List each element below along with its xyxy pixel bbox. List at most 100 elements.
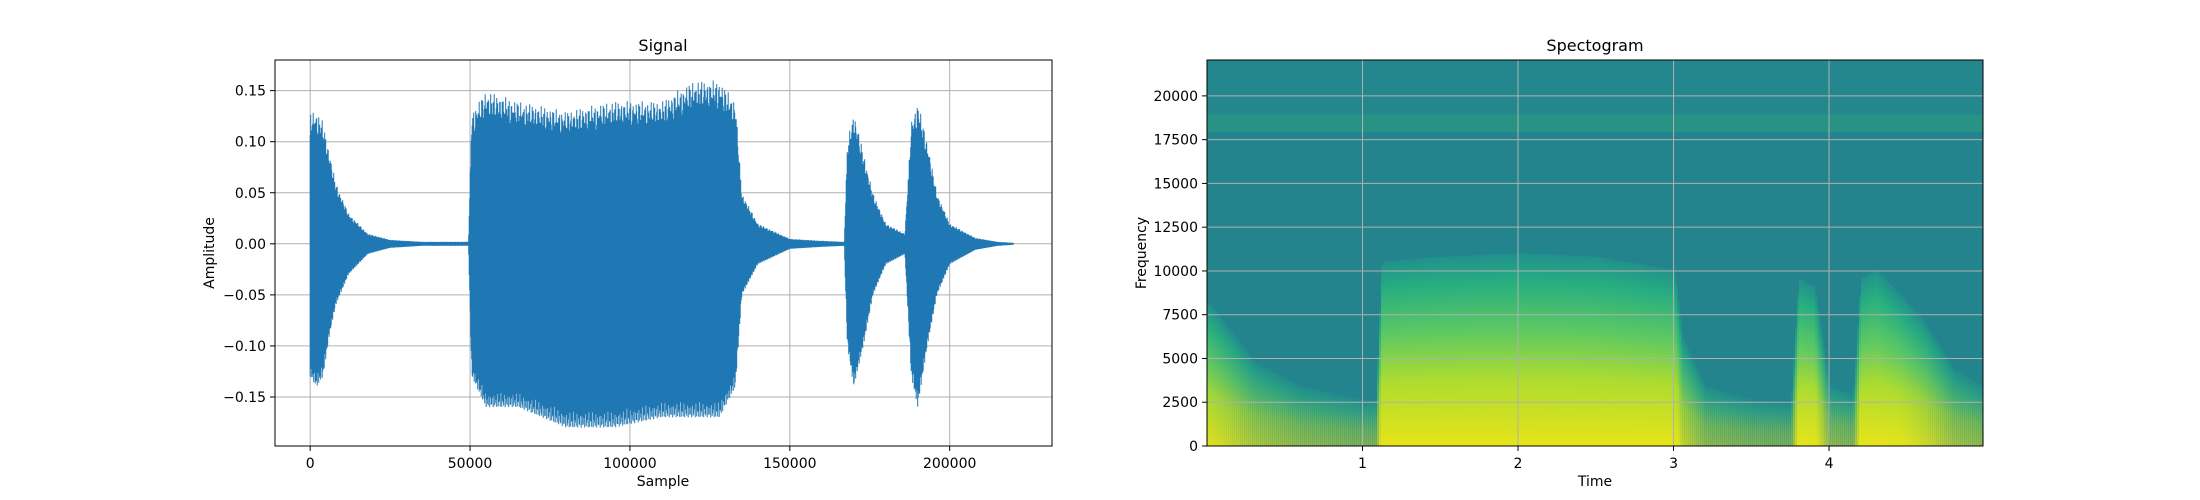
spectrogram-ytick-label: 5000 [1162, 351, 1198, 367]
spectrogram-column [1783, 402, 1786, 446]
spectrogram-column [1819, 322, 1822, 446]
spectrogram-column [1583, 256, 1586, 446]
spectrogram-column [1843, 391, 1846, 446]
spectrogram-column [1801, 280, 1804, 446]
spectrogram-column [1919, 316, 1922, 446]
spectrogram-column [1447, 256, 1450, 446]
spectrogram-column [1689, 353, 1692, 446]
spectrogram-upper-region [1207, 60, 1983, 115]
spectrogram-column [1505, 253, 1508, 446]
spectrogram-column [1891, 286, 1894, 446]
spectrogram-column [1259, 364, 1262, 446]
spectrogram-column [1269, 369, 1272, 446]
spectrogram-column [1791, 389, 1794, 446]
spectrogram-ytick-label: 0 [1189, 439, 1198, 455]
spectrogram-column [1339, 394, 1342, 446]
spectrogram-column [1409, 259, 1412, 446]
signal-ticks: 0 50000 100000 150000 200000 −0.15 −0.10 −0.05 0… [223, 84, 976, 472]
spectrogram-column [1297, 384, 1300, 446]
spectrogram-column [1541, 254, 1544, 446]
spectrogram-column [1831, 387, 1834, 446]
spectrogram-column [1863, 276, 1866, 446]
spectrogram-column [1829, 386, 1832, 446]
spectrogram-column [1281, 376, 1284, 446]
spectrogram-column [1675, 282, 1678, 446]
spectrogram-column [1967, 377, 1970, 446]
spectrogram-column [1607, 258, 1610, 446]
spectrogram-column [1691, 357, 1694, 446]
spectrogram-column [1641, 264, 1644, 446]
spectrogram-column [1551, 254, 1554, 446]
spectrogram-column [1381, 265, 1384, 446]
spectrogram-column [1253, 360, 1256, 446]
spectrogram-column [1421, 258, 1424, 446]
spectrogram-column [1595, 256, 1598, 446]
spectrogram-column [1741, 396, 1744, 446]
spectrogram-column [1243, 347, 1246, 446]
spectrogram-column [1825, 360, 1828, 446]
spectrogram-column [1881, 275, 1884, 446]
spectrogram-column [1309, 388, 1312, 446]
signal-trace [309, 80, 1014, 428]
spectrogram-column [1907, 303, 1910, 446]
spectrogram-column [1775, 401, 1778, 446]
spectrogram-column [1283, 377, 1286, 446]
spectrogram-column [1713, 388, 1716, 446]
spectrogram-column [1879, 273, 1882, 446]
spectrogram-xtick-label: 4 [1825, 456, 1834, 472]
spectrogram-column [1393, 260, 1396, 446]
spectrogram-column [1853, 385, 1856, 446]
spectrogram-column [1747, 398, 1750, 446]
spectrogram-column [1411, 259, 1414, 446]
spectrogram-column [1827, 373, 1830, 446]
spectrogram-column [1745, 397, 1748, 446]
spectrogram-column [1711, 388, 1714, 446]
spectrogram-column [1379, 309, 1382, 446]
spectrogram-column [1721, 391, 1724, 446]
signal-xtick-label: 200000 [923, 456, 976, 472]
spectrogram-ticks: 1 2 3 4 0 2500 5000 7500 10000 12500 15000 17500 200… [1153, 89, 1833, 472]
spectrogram-column [1619, 260, 1622, 446]
spectrogram-column [1385, 261, 1388, 446]
spectrogram-column [1403, 259, 1406, 446]
signal-chart: 0 50000 100000 150000 200000 −0.15 −0.10 −0.05 0… [202, 36, 1053, 490]
spectrogram-column [1639, 264, 1642, 446]
spectrogram-column [1483, 254, 1486, 446]
spectrogram-column [1857, 325, 1860, 446]
spectrogram-column [1289, 380, 1292, 446]
spectrogram-column [1677, 299, 1680, 446]
spectrogram-column [1427, 257, 1430, 446]
spectrogram-column [1803, 281, 1806, 446]
spectrogram-column [1277, 374, 1280, 446]
spectrogram-column [1341, 395, 1344, 446]
spectrogram-column [1549, 254, 1552, 446]
spectrogram-column [1213, 309, 1216, 446]
spectrogram-column [1511, 253, 1514, 446]
spectrogram-column [1899, 294, 1902, 446]
spectrogram-column [1911, 307, 1914, 446]
spectrogram-column [1433, 257, 1436, 446]
spectrogram-column [1913, 309, 1916, 446]
spectrogram-column [1317, 390, 1320, 446]
spectrogram-column [1533, 254, 1536, 446]
spectrogram-column [1237, 340, 1240, 446]
spectrogram-column [1779, 402, 1782, 446]
spectrogram-column [1629, 262, 1632, 446]
spectrogram-column [1565, 255, 1568, 446]
signal-xtick-label: 0 [306, 456, 315, 472]
spectrogram-column [1343, 395, 1346, 446]
spectrogram-column [1709, 387, 1712, 446]
spectrogram-column [1841, 390, 1844, 446]
spectrogram-column [1477, 255, 1480, 446]
spectrogram-column [1729, 393, 1732, 446]
spectrogram-column [1261, 365, 1264, 446]
spectrogram-column [1939, 346, 1942, 446]
spectrogram-column [1613, 259, 1616, 446]
spectrogram-column [1307, 387, 1310, 446]
spectrogram-xlabel: Time [1577, 474, 1612, 490]
spectrogram-column [1901, 297, 1904, 446]
spectrogram-column [1463, 255, 1466, 446]
spectrogram-column [1771, 401, 1774, 446]
spectrogram-column [1731, 393, 1734, 446]
spectrogram-column [1529, 253, 1532, 446]
